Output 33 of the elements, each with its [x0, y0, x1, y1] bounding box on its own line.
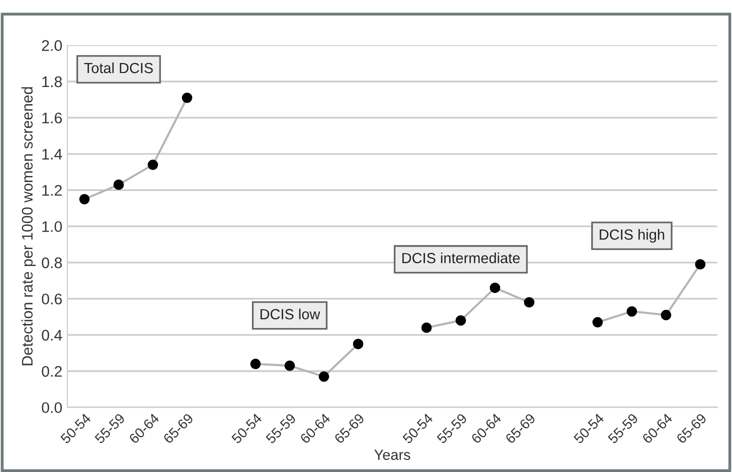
- point: [695, 259, 706, 270]
- annotation: DCIS intermediate: [402, 252, 520, 264]
- y-tick-label: 1.4: [42, 148, 62, 160]
- point: [421, 322, 432, 333]
- point: [352, 338, 364, 350]
- point: [113, 179, 124, 190]
- point: [592, 317, 603, 328]
- point: [148, 160, 158, 170]
- annotation: DCIS low: [260, 308, 320, 320]
- y-tick-label: 0.6: [42, 294, 62, 304]
- point: [524, 297, 534, 308]
- y-tick-label: 0.8: [42, 257, 62, 268]
- y-tick-label: 2.0: [42, 40, 62, 51]
- point: [182, 92, 192, 104]
- point: [79, 194, 90, 204]
- annotation: DCIS high: [600, 229, 664, 243]
- y-tick-label: 1.6: [42, 112, 62, 124]
- point: [318, 371, 330, 382]
- point: [626, 306, 638, 317]
- y-axis-title: Detection rate per 1000 women screened: [21, 87, 36, 366]
- annotation: Total DCIS: [84, 62, 153, 74]
- y-tick-label: 0.0: [42, 402, 62, 414]
- point: [490, 282, 500, 294]
- y-tick-label: 1.8: [42, 76, 62, 88]
- point: [456, 315, 466, 326]
- x-axis-title: Years: [374, 450, 410, 460]
- y-tick-label: 1.2: [42, 184, 62, 196]
- y-tick-label: 0.4: [42, 330, 62, 341]
- y-tick-label: 1.0: [42, 221, 62, 232]
- y-tick-label: 0.2: [42, 366, 62, 377]
- point: [660, 310, 672, 320]
- point: [284, 360, 295, 371]
- point: [250, 358, 261, 370]
